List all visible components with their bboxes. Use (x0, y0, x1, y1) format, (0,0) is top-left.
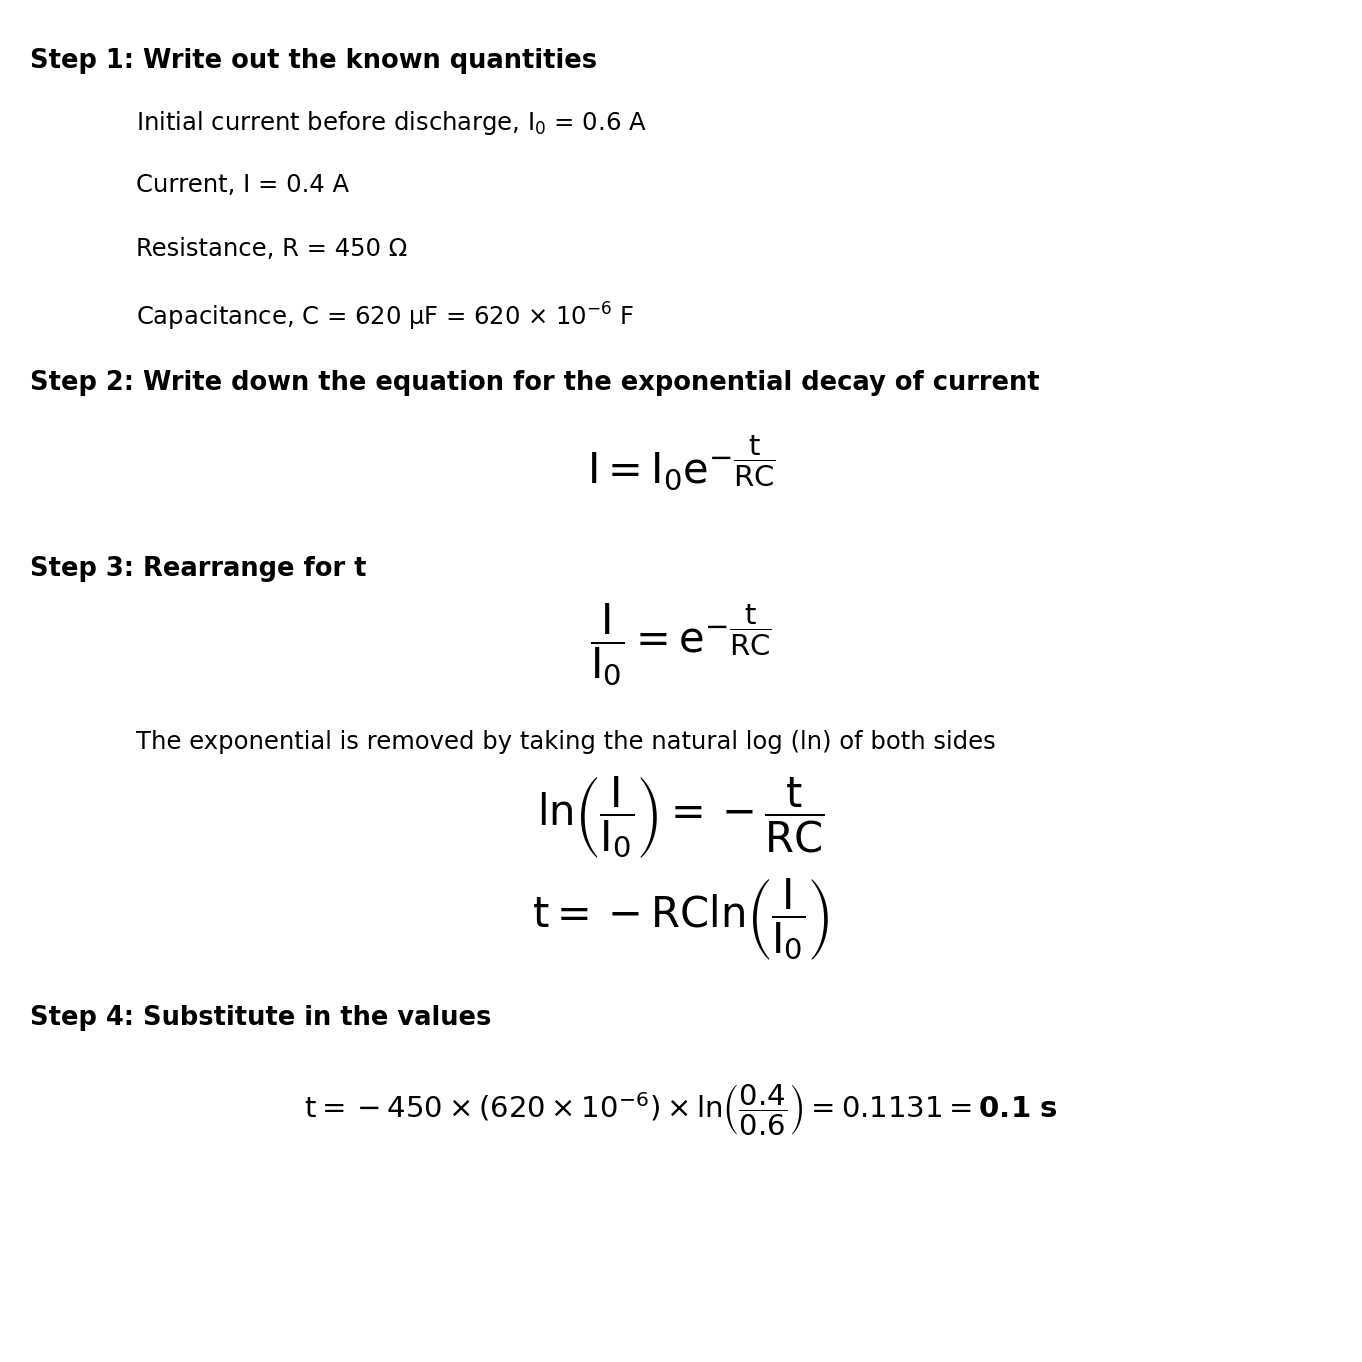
Text: Step 4: Substitute in the values: Step 4: Substitute in the values (30, 1005, 492, 1031)
Text: Capacitance, C = 620 μF = 620 × 10$^{\mathregular{-6}}$ F: Capacitance, C = 620 μF = 620 × 10$^{\ma… (136, 301, 635, 334)
Text: $\mathrm{t = -RC\ln\!\left(\dfrac{I}{I_0}\right)}$: $\mathrm{t = -RC\ln\!\left(\dfrac{I}{I_0… (533, 876, 829, 963)
Text: The exponential is removed by taking the natural log (ln) of both sides: The exponential is removed by taking the… (136, 730, 996, 755)
Text: Step 2: Write down the equation for the exponential decay of current: Step 2: Write down the equation for the … (30, 370, 1039, 396)
Text: Step 3: Rearrange for t: Step 3: Rearrange for t (30, 556, 366, 582)
Text: $\mathrm{t = -450 \times (620 \times 10^{-6}) \times \ln\!\left(\dfrac{0.4}{0.6}: $\mathrm{t = -450 \times (620 \times 10^… (304, 1083, 1058, 1137)
Text: Step 1: Write out the known quantities: Step 1: Write out the known quantities (30, 48, 597, 74)
Text: Initial current before discharge, I$_\mathregular{0}$ = 0.6 A: Initial current before discharge, I$_\ma… (136, 109, 647, 138)
Text: $\mathrm{I = I_0 e^{-\dfrac{t}{RC}}}$: $\mathrm{I = I_0 e^{-\dfrac{t}{RC}}}$ (587, 433, 775, 493)
Text: $\mathrm{\dfrac{I}{I_0} = e^{-\dfrac{t}{RC}}}$: $\mathrm{\dfrac{I}{I_0} = e^{-\dfrac{t}{… (590, 601, 772, 688)
Text: $\mathrm{\ln\!\left(\dfrac{I}{I_0}\right) = -\dfrac{t}{RC}}$: $\mathrm{\ln\!\left(\dfrac{I}{I_0}\right… (537, 774, 825, 861)
Text: Resistance, R = 450 Ω: Resistance, R = 450 Ω (136, 237, 407, 262)
Text: Current, I = 0.4 A: Current, I = 0.4 A (136, 173, 349, 197)
